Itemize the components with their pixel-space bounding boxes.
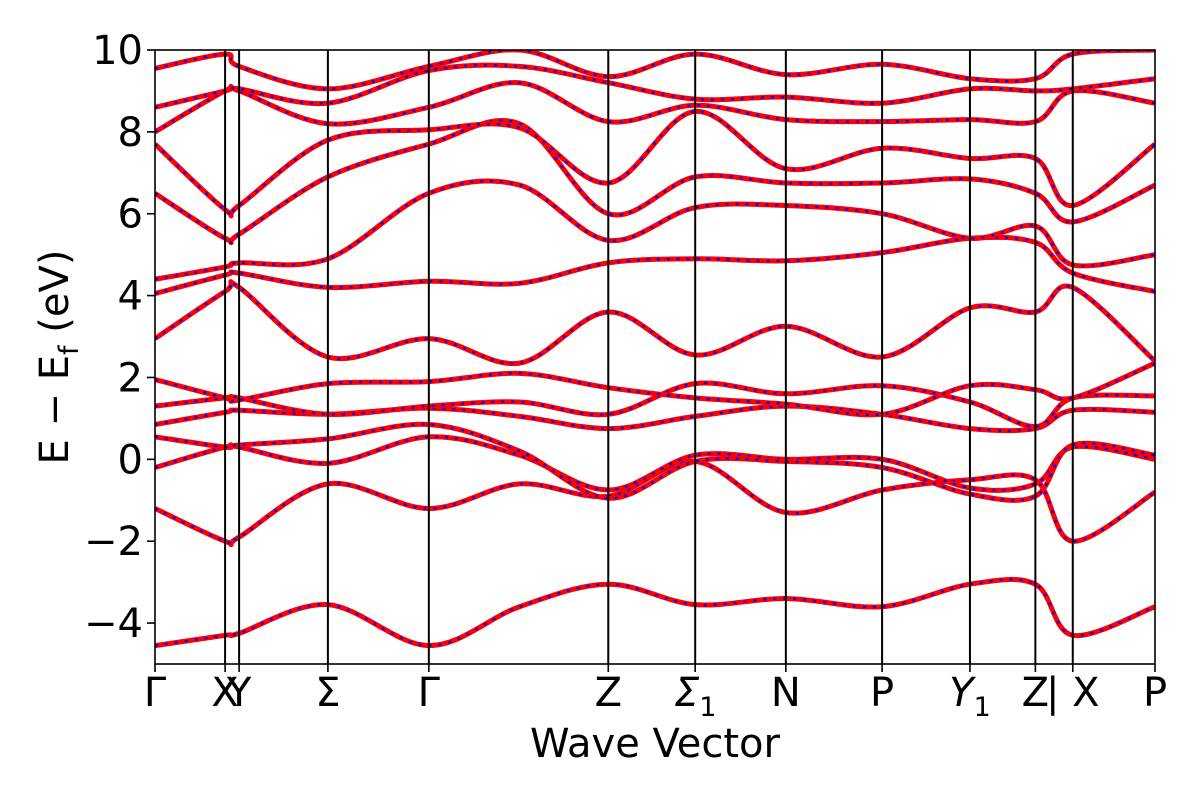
plot-frame — [154, 49, 1156, 665]
band-8-line — [155, 279, 1155, 367]
band-13-line — [155, 80, 1155, 135]
bands-layer — [155, 50, 1155, 649]
band-4-line — [155, 421, 1155, 503]
y-ticks-layer: −4 −2 0 2 4 6 8 10 — [84, 28, 155, 647]
band-6-line — [155, 380, 1155, 430]
y-axis-title-main: E − E — [32, 355, 78, 465]
x-tick-label: Y1 — [949, 670, 991, 723]
x-tick-label: Γ — [144, 670, 167, 716]
y-tick-label: 10 — [92, 28, 143, 74]
band-12-fit-line — [155, 110, 1155, 218]
y-axis-title-subscript: f — [54, 344, 85, 355]
y-tick-label: 4 — [118, 274, 143, 320]
y-tick-label: 0 — [118, 437, 143, 483]
y-tick-label: 8 — [118, 110, 143, 156]
x-tick-label: Z — [1022, 670, 1049, 716]
band-7-fit-line — [155, 361, 1155, 417]
x-tick-label: X — [211, 670, 238, 716]
x-tick-label: Σ — [315, 670, 340, 716]
band-11-line — [155, 118, 1155, 246]
band-15-line — [155, 50, 1155, 92]
x-tick-label: P — [1143, 670, 1167, 716]
y-tick-label: 2 — [118, 355, 143, 401]
band-3-line — [155, 434, 1155, 493]
x-axis-title: Wave Vector — [530, 721, 781, 767]
x-tick-label: | X — [1046, 670, 1100, 716]
band-10-fit-line — [155, 179, 1155, 281]
band-14-fit-line — [155, 63, 1155, 109]
band-1-fit-line — [155, 578, 1155, 647]
band-8-fit-line — [155, 280, 1155, 365]
kpoint-lines-layer — [224, 50, 1074, 664]
y-axis-title: E − Ef (eV) — [32, 250, 85, 465]
y-tick-label: −4 — [84, 601, 143, 647]
x-tick-label: Σ1 — [674, 670, 716, 723]
band-6-fit-line — [155, 381, 1155, 428]
x-tick-label: Z — [595, 670, 622, 716]
band-1-line — [155, 576, 1155, 649]
x-tick-label: Y — [226, 670, 252, 716]
y-tick-label: 6 — [118, 192, 143, 238]
x-tick-label: Γ — [418, 670, 441, 716]
x-tick-label: N — [771, 670, 801, 716]
x-tick-label: P — [870, 670, 894, 716]
band-7-line — [155, 360, 1155, 418]
band-5-line — [155, 403, 1155, 434]
band-9-fit-line — [155, 236, 1155, 295]
y-axis-title-unit-text: (eV) — [32, 250, 78, 333]
y-axis-title-unit — [32, 333, 78, 346]
y-tick-label: −2 — [84, 519, 143, 565]
